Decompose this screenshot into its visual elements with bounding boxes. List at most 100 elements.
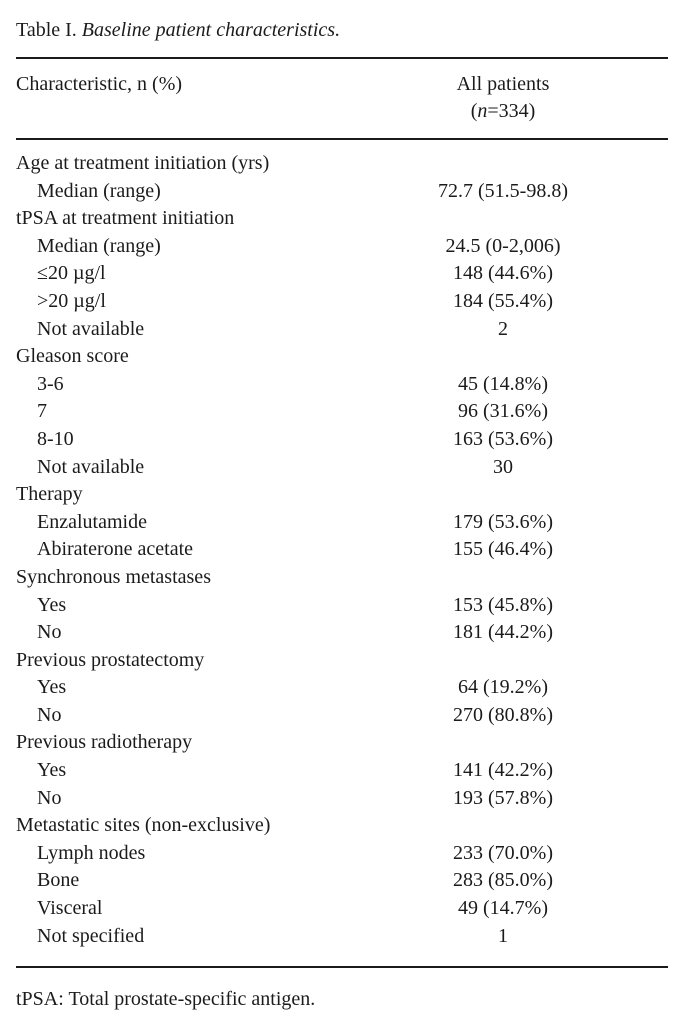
- row-label: Synchronous metastases: [16, 565, 211, 588]
- row-value: 49 (14.7%): [458, 897, 548, 920]
- table-body: Age at treatment initiation (yrs) Median…: [16, 140, 668, 966]
- table-row: Age at treatment initiation (yrs): [16, 150, 668, 178]
- row-label: Visceral: [37, 897, 103, 920]
- row-label: Lymph nodes: [37, 841, 146, 864]
- row-value: 184 (55.4%): [453, 289, 553, 312]
- row-value: [338, 150, 668, 178]
- table-row: Not available 30: [16, 454, 668, 482]
- table-footnote: tPSA: Total prostate-specific antigen.: [16, 988, 316, 1011]
- table-row: Bone 283 (85.0%): [16, 867, 668, 895]
- row-label: Metastatic sites (non-exclusive): [16, 814, 271, 837]
- row-label: >20 µg/l: [37, 289, 106, 312]
- table-rule-bottom: [16, 966, 668, 969]
- row-label: Yes: [37, 676, 67, 699]
- header-characteristic: Characteristic, n (%): [16, 73, 183, 95]
- table-row: tPSA at treatment initiation: [16, 205, 668, 233]
- row-label: No: [37, 621, 62, 644]
- header-all-patients-line2: (n=334): [470, 100, 536, 122]
- row-label: No: [37, 786, 62, 809]
- row-label: tPSA at treatment initiation: [16, 207, 235, 230]
- row-value: [338, 564, 668, 592]
- row-label: Previous radiotherapy: [16, 731, 193, 754]
- row-label: Median (range): [37, 234, 161, 257]
- row-label: Not available: [37, 455, 145, 478]
- table-row: Median (range) 72.7 (51.5-98.8): [16, 178, 668, 206]
- table-row: Therapy: [16, 481, 668, 509]
- table-row: No 181 (44.2%): [16, 619, 668, 647]
- row-value: 179 (53.6%): [453, 510, 553, 533]
- table-row: Previous prostatectomy: [16, 647, 668, 675]
- row-value: 45 (14.8%): [458, 372, 548, 395]
- row-value: 1: [498, 924, 508, 947]
- row-label: Gleason score: [16, 345, 129, 368]
- row-label: Previous prostatectomy: [16, 648, 205, 671]
- row-label: Not specified: [37, 924, 145, 947]
- table-row: Previous radiotherapy: [16, 729, 668, 757]
- row-label: Enzalutamide: [37, 510, 147, 533]
- row-value: [338, 729, 668, 757]
- row-label: No: [37, 703, 62, 726]
- row-label: Abiraterone acetate: [37, 538, 194, 561]
- table-row: Enzalutamide 179 (53.6%): [16, 509, 668, 537]
- table-row: Median (range) 24.5 (0-2,006): [16, 233, 668, 261]
- row-label: Age at treatment initiation (yrs): [16, 152, 270, 174]
- table-header-row: Characteristic, n (%) All patients (n=33…: [16, 59, 668, 138]
- table-caption-label: Table I.: [16, 19, 77, 41]
- table-row: Synchronous metastases: [16, 564, 668, 592]
- table-caption-title: Baseline patient characteristics.: [81, 19, 341, 41]
- header-all-patients-line1: All patients: [456, 73, 550, 95]
- row-label: 3-6: [37, 372, 64, 395]
- row-label: 8-10: [37, 427, 74, 450]
- row-value: 64 (19.2%): [458, 676, 548, 699]
- row-label: Median (range): [37, 179, 161, 202]
- table-row: 7 96 (31.6%): [16, 398, 668, 426]
- row-value: 270 (80.8%): [453, 703, 553, 726]
- table-caption: Table I. Baseline patient characteristic…: [16, 16, 668, 44]
- row-value: 24.5 (0-2,006): [445, 234, 561, 257]
- row-value: 141 (42.2%): [453, 759, 553, 782]
- row-label: Bone: [37, 869, 80, 892]
- row-label: 7: [37, 400, 47, 423]
- table-row: Abiraterone acetate 155 (46.4%): [16, 536, 668, 564]
- row-value: 148 (44.6%): [453, 262, 553, 285]
- table-row: 8-10 163 (53.6%): [16, 426, 668, 454]
- table-row: Metastatic sites (non-exclusive): [16, 812, 668, 840]
- table-row: ≤20 µg/l 148 (44.6%): [16, 260, 668, 288]
- table-row: No 270 (80.8%): [16, 702, 668, 730]
- row-value: [338, 343, 668, 371]
- table-row: Not specified 1: [16, 923, 668, 951]
- row-value: 30: [493, 455, 513, 478]
- row-label: ≤20 µg/l: [37, 262, 106, 285]
- row-value: [338, 812, 668, 840]
- table-row: >20 µg/l 184 (55.4%): [16, 288, 668, 316]
- row-value: 153 (45.8%): [453, 593, 553, 616]
- row-label: Therapy: [16, 483, 83, 506]
- table-row: Not available 2: [16, 316, 668, 344]
- table-row: Gleason score: [16, 343, 668, 371]
- table-rule-top: [16, 57, 668, 59]
- row-value: 155 (46.4%): [453, 538, 553, 561]
- table-row: 3-6 45 (14.8%): [16, 371, 668, 399]
- table-row: Yes 141 (42.2%): [16, 757, 668, 785]
- table-row: Visceral 49 (14.7%): [16, 895, 668, 923]
- row-value: [338, 205, 668, 233]
- row-label: Not available: [37, 317, 145, 340]
- table-rule-header-bottom: [16, 138, 668, 140]
- table-row: Yes 153 (45.8%): [16, 592, 668, 620]
- row-label: Yes: [37, 759, 67, 782]
- row-value: 233 (70.0%): [453, 841, 553, 864]
- row-value: 283 (85.0%): [453, 869, 553, 892]
- table-content: Table I. Baseline patient characteristic…: [16, 0, 668, 1013]
- row-value: 72.7 (51.5-98.8): [438, 179, 568, 202]
- header-all-patients: All patients (n=334): [338, 71, 668, 125]
- row-value: [338, 481, 668, 509]
- row-value: [338, 647, 668, 675]
- table-row: Yes 64 (19.2%): [16, 674, 668, 702]
- row-value: 193 (57.8%): [453, 786, 553, 809]
- row-value: 96 (31.6%): [458, 400, 548, 423]
- row-value: 163 (53.6%): [453, 427, 553, 450]
- row-label: Yes: [37, 593, 67, 616]
- row-value: 181 (44.2%): [453, 621, 553, 644]
- table-row: No 193 (57.8%): [16, 785, 668, 813]
